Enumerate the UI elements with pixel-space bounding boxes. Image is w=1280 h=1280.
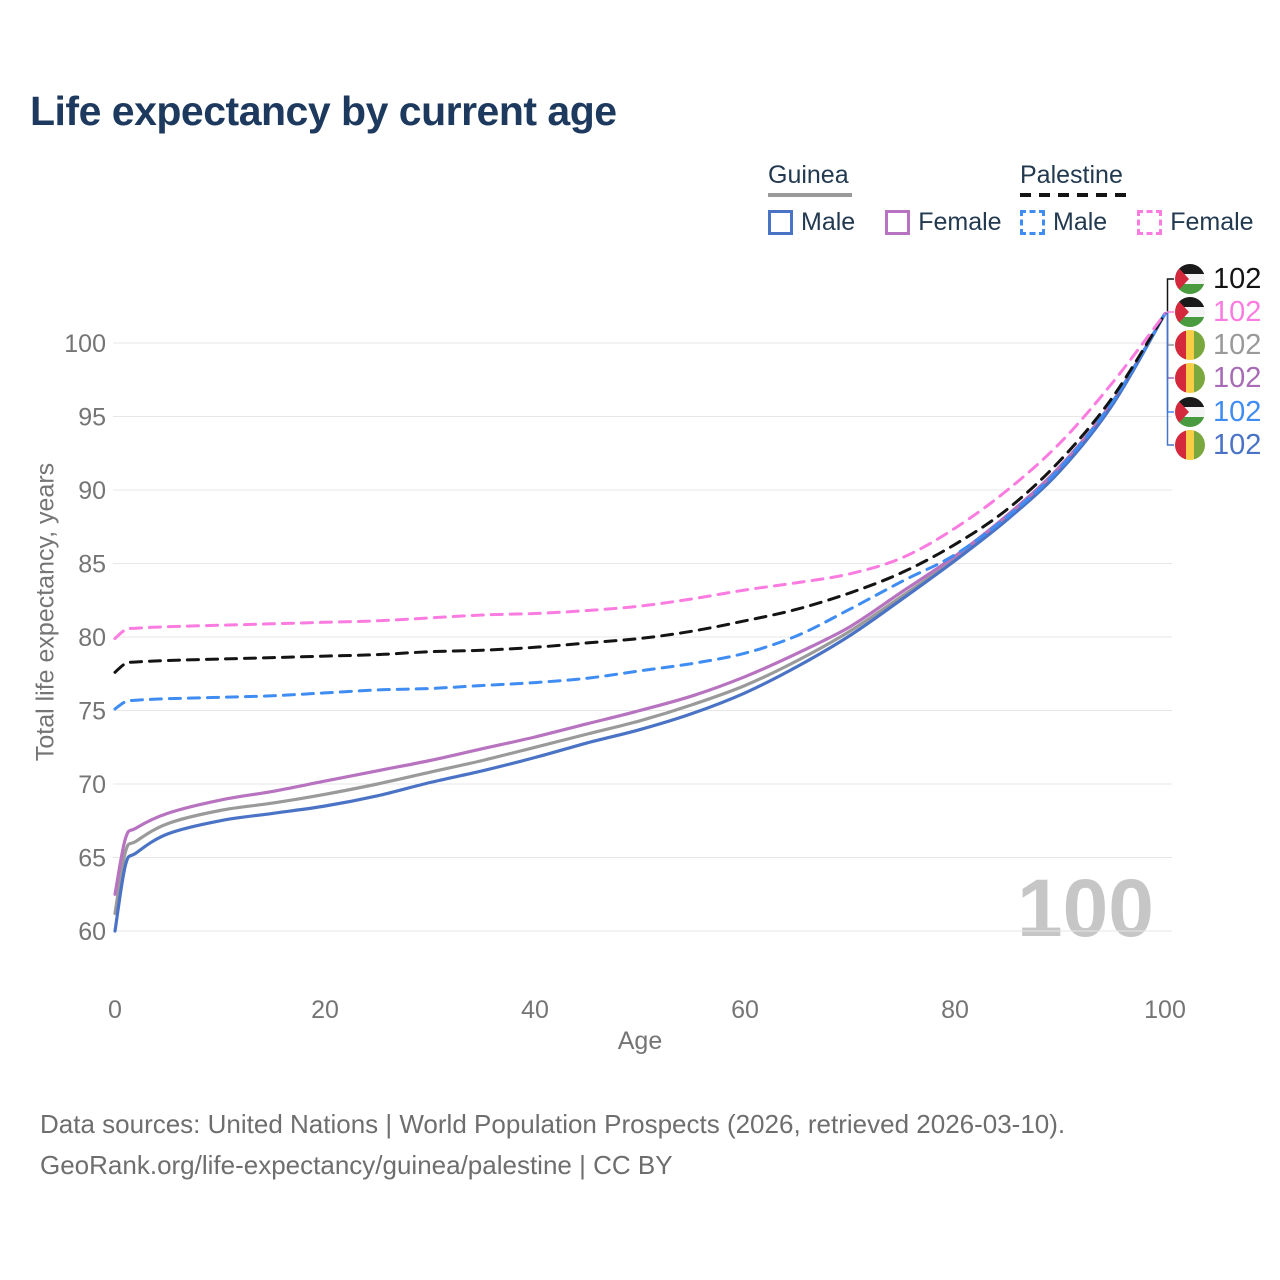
x-tick-label: 80 (941, 996, 969, 1024)
palestine-male-label[interactable]: Male (1053, 208, 1108, 236)
footer-sources: Data sources: United Nations | World Pop… (40, 1109, 1066, 1139)
end-label-guinea-male: 102 (1175, 430, 1261, 460)
page-title: Life expectancy by current age (30, 88, 617, 134)
legend-palestine-line-sample (1020, 193, 1126, 197)
palestine-flag-icon (1175, 264, 1205, 294)
palestine-female-label[interactable]: Female (1170, 208, 1254, 236)
palestine-flag-icon (1175, 297, 1205, 327)
footer-url[interactable]: GeoRank.org/life-expectancy/guinea/pales… (40, 1150, 673, 1180)
end-label-palestine-female: 102 (1175, 297, 1261, 327)
end-value: 102 (1213, 296, 1262, 328)
guinea-female-swatch-icon[interactable] (885, 210, 911, 235)
y-tick-label: 85 (78, 551, 106, 579)
y-tick-label: 80 (78, 624, 106, 652)
series-line-guinea-male (113, 312, 1167, 933)
guinea-flag-icon (1175, 363, 1205, 393)
end-label-palestine-male: 102 (1175, 397, 1261, 427)
legend-group-palestine: Palestine Male Female (1020, 162, 1254, 237)
guinea-flag-icon (1175, 330, 1205, 360)
x-tick-label: 20 (311, 996, 339, 1024)
y-tick-label: 95 (78, 404, 106, 432)
series-line-palestine-male (113, 312, 1167, 711)
end-value: 102 (1213, 396, 1262, 428)
guinea-flag-icon (1175, 430, 1205, 460)
end-label-leader (1165, 312, 1174, 413)
guinea-male-label[interactable]: Male (801, 208, 856, 236)
y-tick-label: 100 (64, 330, 106, 358)
series-line-palestine-female (113, 312, 1167, 640)
x-tick-label: 60 (731, 996, 759, 1024)
palestine-flag-icon (1175, 397, 1205, 427)
palestine-male-swatch-icon[interactable] (1020, 210, 1045, 235)
footer-attribution: Data sources: United Nations | World Pop… (40, 1104, 1065, 1186)
end-value: 102 (1213, 329, 1262, 361)
guinea-male-swatch-icon[interactable] (768, 210, 793, 235)
y-tick-label: 70 (78, 771, 106, 799)
end-value: 102 (1213, 429, 1262, 461)
y-axis-title: Total life expectancy, years (31, 462, 60, 762)
end-label-leader (1165, 312, 1174, 446)
y-tick-label: 60 (78, 918, 106, 946)
palestine-female-swatch-icon[interactable] (1137, 210, 1163, 235)
x-tick-label: 100 (1144, 996, 1186, 1024)
end-value: 102 (1213, 263, 1262, 295)
age-counter-watermark: 100 (1017, 863, 1154, 954)
end-label-palestine-both: 102 (1175, 264, 1261, 294)
x-axis-title: Age (617, 1027, 663, 1055)
end-label-leader (1165, 312, 1174, 346)
series-line-palestine-both-sexes (113, 312, 1167, 674)
end-label-leader (1165, 312, 1174, 379)
series-line-guinea-female (113, 312, 1167, 896)
end-value: 102 (1213, 362, 1262, 394)
y-tick-label: 90 (78, 477, 106, 505)
legend-guinea-line-sample (768, 193, 852, 197)
series-line-guinea-both-sexes (113, 312, 1167, 915)
y-tick-label: 75 (78, 698, 106, 726)
legend-guinea-title[interactable]: Guinea (768, 161, 849, 189)
guinea-female-label[interactable]: Female (918, 208, 1002, 236)
x-tick-label: 0 (108, 996, 122, 1024)
legend-palestine-title[interactable]: Palestine (1020, 161, 1123, 189)
legend-group-guinea: Guinea Male Female (768, 162, 1002, 237)
y-tick-label: 65 (78, 845, 106, 873)
end-label-guinea-female: 102 (1175, 363, 1261, 393)
end-label-leader (1165, 278, 1174, 315)
end-label-guinea-both: 102 (1175, 330, 1261, 360)
x-tick-label: 40 (521, 996, 549, 1024)
